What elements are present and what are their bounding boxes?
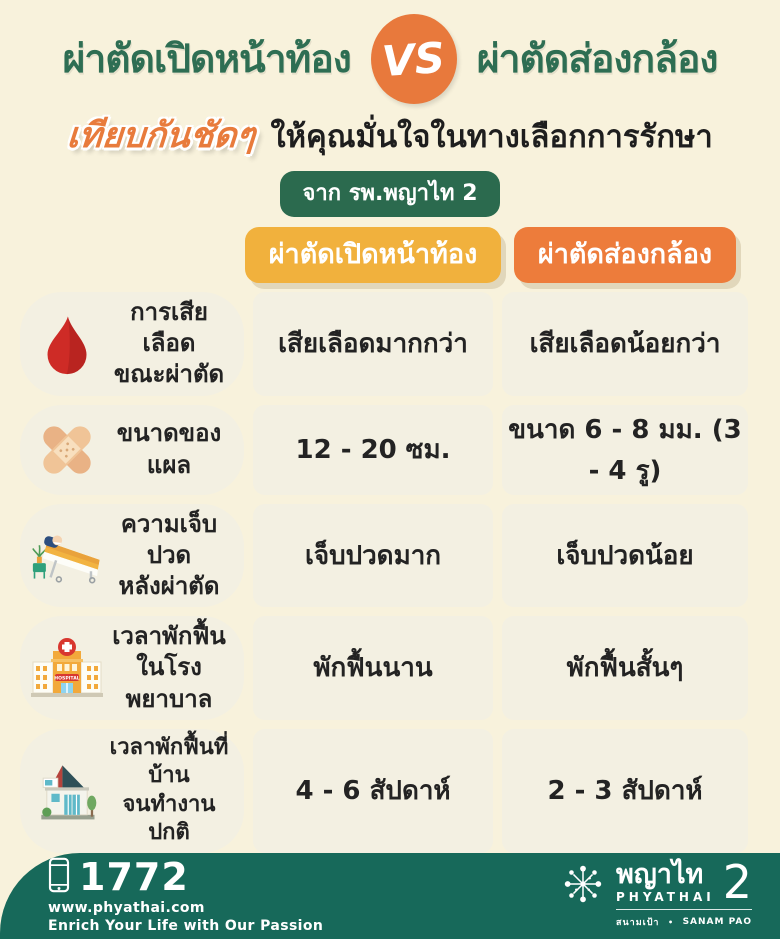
cell-open-home-recovery: 4 - 6 สัปดาห์ (253, 728, 493, 854)
phyathai-flower-icon (560, 861, 606, 911)
footer-contact: 1772 www.phyathai.com Enrich Your Life w… (48, 854, 324, 935)
logo-branch-row: สนามเป้า • SANAM PAO (616, 915, 752, 929)
row-label-text: เวลาพักฟื้น ในโรงพยาบาล (112, 622, 226, 713)
column-header-laparoscopic: ผ่าตัดส่องกล้อง (513, 227, 737, 283)
column-header-open-surgery: ผ่าตัดเปิดหน้าท้อง (244, 227, 502, 283)
cell-scope-wound-size: ขนาด 6 - 8 มม. (3 - 4 รู) (502, 404, 748, 495)
title-open-surgery: ผ่าตัดเปิดหน้าท้อง (62, 37, 352, 82)
patient-bed-icon (28, 524, 106, 586)
row-label-text: ขนาดของแผล (116, 419, 222, 479)
row-label-blood-loss: การเสียเลือด ขณะผ่าตัด (20, 292, 244, 396)
subtitle-text: ให้คุณมั่นใจในทางเลือกการรักษา (270, 119, 713, 155)
vs-badge: VS (370, 14, 457, 104)
cell-open-pain: เจ็บปวดมาก (253, 503, 493, 608)
cell-scope-home-recovery: 2 - 3 สัปดาห์ (502, 728, 748, 854)
phyathai-logo: พญาไท PHYATHAI 2 สนามเป้า • SANAM PAO (560, 854, 752, 930)
row-label-text: เวลาพักฟื้นที่บ้าน จนทำงานปกติ (109, 734, 229, 846)
subtitle-highlight: เทียบกันชัดๆ (65, 116, 257, 156)
source-badge-row: จาก รพ.พญาไท 2 (0, 171, 780, 217)
cell-scope-blood-loss: เสียเลือดน้อยกว่า (502, 292, 748, 396)
row-label-hospital-stay: HOSPITAL เวลาพักฟื้น ในโรงพยาบาล (20, 616, 244, 720)
row-label-wound-size: ขนาดของแผล (20, 404, 244, 495)
logo-number: 2 (722, 854, 752, 909)
table-corner-spacer (20, 227, 244, 283)
logo-thai-name: พญาไท (616, 858, 704, 890)
branch-thai: สนามเป้า (616, 918, 660, 929)
cell-scope-hospital-stay: พักฟื้นสั้นๆ (502, 616, 748, 720)
phone-row: 1772 (48, 854, 323, 900)
branch-separator: • (667, 917, 675, 927)
website-url: www.phyathai.com (48, 900, 205, 917)
cell-scope-pain: เจ็บปวดน้อย (502, 503, 748, 608)
logo-latin-name: PHYATHAI (616, 889, 715, 904)
footer-slogan: Enrich Your Life with Our Passion (48, 918, 324, 935)
title-laparoscopic-surgery: ผ่าตัดส่องกล้อง (476, 37, 719, 82)
comparison-table: ผ่าตัดเปิดหน้าท้อง ผ่าตัดส่องกล้อง การเส… (0, 227, 780, 854)
subtitle-row: เทียบกันชัดๆ ให้คุณมั่นใจในทางเลือกการรั… (0, 108, 780, 163)
cell-open-hospital-stay: พักฟื้นนาน (253, 616, 493, 720)
vs-label: VS (380, 32, 447, 86)
row-label-text: การเสียเลือด ขณะผ่าตัด (113, 298, 225, 389)
footer-bar: 1772 www.phyathai.com Enrich Your Life w… (0, 853, 780, 939)
logo-text-block: พญาไท PHYATHAI 2 สนามเป้า • SANAM PAO (616, 854, 752, 930)
phone-icon (48, 857, 70, 897)
phone-number: 1772 (79, 854, 189, 899)
cell-open-blood-loss: เสียเลือดมากกว่า (253, 292, 493, 396)
main-title-row: ผ่าตัดเปิดหน้าท้อง VS ผ่าตัดส่องกล้อง (0, 0, 780, 104)
bandage-icon (28, 419, 106, 481)
row-label-home-recovery: เวลาพักฟื้นที่บ้าน จนทำงานปกติ (20, 728, 244, 854)
row-label-text: ความเจ็บปวด หลังผ่าตัด (118, 509, 220, 600)
svg-text:HOSPITAL: HOSPITAL (54, 675, 79, 681)
house-icon (28, 759, 106, 823)
logo-divider (616, 909, 752, 911)
blood-drop-icon (28, 313, 106, 375)
cell-open-wound-size: 12 - 20 ซม. (253, 404, 493, 495)
hospital-icon: HOSPITAL (28, 636, 106, 700)
logo-names-row: พญาไท PHYATHAI 2 (616, 854, 752, 909)
branch-latin: SANAM PAO (682, 917, 752, 928)
row-label-pain: ความเจ็บปวด หลังผ่าตัด (20, 503, 244, 608)
source-badge: จาก รพ.พญาไท 2 (280, 171, 500, 217)
